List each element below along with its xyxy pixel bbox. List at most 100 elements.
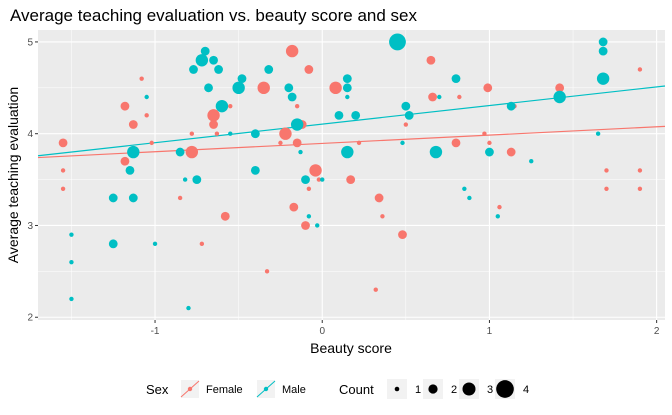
point-male <box>341 145 354 159</box>
point-female <box>426 55 436 65</box>
y-tick-label: 2 <box>27 313 33 324</box>
point-male <box>127 145 140 159</box>
legend-count-label: 2 <box>451 384 457 396</box>
point-male <box>595 131 601 136</box>
point-female <box>301 221 310 230</box>
point-female <box>294 103 300 109</box>
point-female <box>316 177 322 182</box>
point-male <box>232 81 245 95</box>
point-female <box>139 76 144 81</box>
legend-count-title: Count <box>339 382 374 397</box>
legend: Sex Female Male Count 1 2 3 4 <box>146 379 529 399</box>
point-male <box>334 110 344 120</box>
point-male <box>215 99 229 113</box>
y-axis-title: Average teaching evaluation <box>5 87 21 263</box>
point-male <box>175 147 185 157</box>
point-female <box>58 138 68 148</box>
point-female <box>177 195 183 201</box>
legend-key-point <box>263 386 269 392</box>
plot-panel <box>38 30 665 320</box>
legend-count-label: 3 <box>487 384 493 396</box>
point-male <box>495 214 500 219</box>
legend-key-point <box>187 386 193 392</box>
legend-count-label: 1 <box>415 384 421 396</box>
point-male <box>69 296 74 302</box>
point-female <box>356 140 362 146</box>
y-tick-label: 3 <box>27 221 33 232</box>
point-female <box>637 186 643 191</box>
point-female <box>144 113 149 118</box>
point-male <box>182 177 188 182</box>
point-female <box>199 241 205 247</box>
point-male <box>404 110 414 120</box>
legend-sex-title: Sex <box>146 382 169 397</box>
trend-line-female <box>37 125 666 159</box>
point-male <box>467 195 472 201</box>
point-male <box>192 175 202 184</box>
point-female <box>380 214 385 219</box>
point-female <box>285 44 299 58</box>
point-female <box>220 211 230 221</box>
legend-sex-label: Male <box>282 384 306 396</box>
point-female <box>60 168 66 173</box>
point-female <box>374 193 384 203</box>
point-male <box>400 140 405 146</box>
point-female <box>403 122 409 127</box>
point-male <box>209 55 218 65</box>
point-male <box>485 147 494 157</box>
point-male <box>284 83 294 93</box>
point-female <box>207 109 220 122</box>
point-male <box>598 37 608 47</box>
point-male <box>250 166 260 175</box>
point-female <box>264 269 270 274</box>
point-male <box>320 177 325 182</box>
point-female <box>346 175 356 184</box>
point-male <box>437 94 442 100</box>
point-male <box>529 159 534 164</box>
x-tick-label: 0 <box>319 326 325 337</box>
point-male <box>596 72 610 85</box>
point-female <box>604 186 609 191</box>
point-female <box>482 131 487 136</box>
point-male <box>189 65 198 74</box>
legend-size-point <box>496 380 514 398</box>
point-male <box>287 92 297 102</box>
point-female <box>497 204 502 210</box>
point-female <box>457 94 462 100</box>
point-male <box>195 54 209 67</box>
point-female <box>309 164 322 177</box>
point-female <box>637 168 643 173</box>
x-tick-label: 1 <box>487 326 493 337</box>
point-female <box>60 186 66 191</box>
point-female <box>128 120 138 129</box>
chart-title: Average teaching evaluation vs. beauty s… <box>10 6 418 25</box>
point-male <box>204 83 213 93</box>
point-male <box>200 46 210 56</box>
x-tick-label: 2 <box>654 326 660 337</box>
legend-size-point <box>428 384 438 394</box>
point-male <box>345 94 350 100</box>
x-axis-title: Beauty score <box>310 340 392 356</box>
point-male <box>298 149 303 155</box>
point-male <box>351 110 361 120</box>
y-tick-label: 4 <box>27 129 33 140</box>
point-male <box>301 175 310 184</box>
point-female <box>304 65 314 74</box>
legend-size-point <box>462 382 476 396</box>
point-male <box>264 65 274 74</box>
point-male <box>506 101 516 111</box>
point-male <box>144 94 149 100</box>
point-female <box>278 140 283 146</box>
legend-size-point <box>394 386 400 392</box>
point-female <box>329 81 342 95</box>
point-male <box>186 305 191 311</box>
point-female <box>398 230 407 240</box>
point-female <box>209 120 218 129</box>
point-male <box>69 259 74 265</box>
point-male <box>214 65 223 74</box>
point-male <box>108 193 118 203</box>
point-male <box>429 145 443 159</box>
point-female <box>373 287 378 292</box>
point-female <box>120 101 130 111</box>
